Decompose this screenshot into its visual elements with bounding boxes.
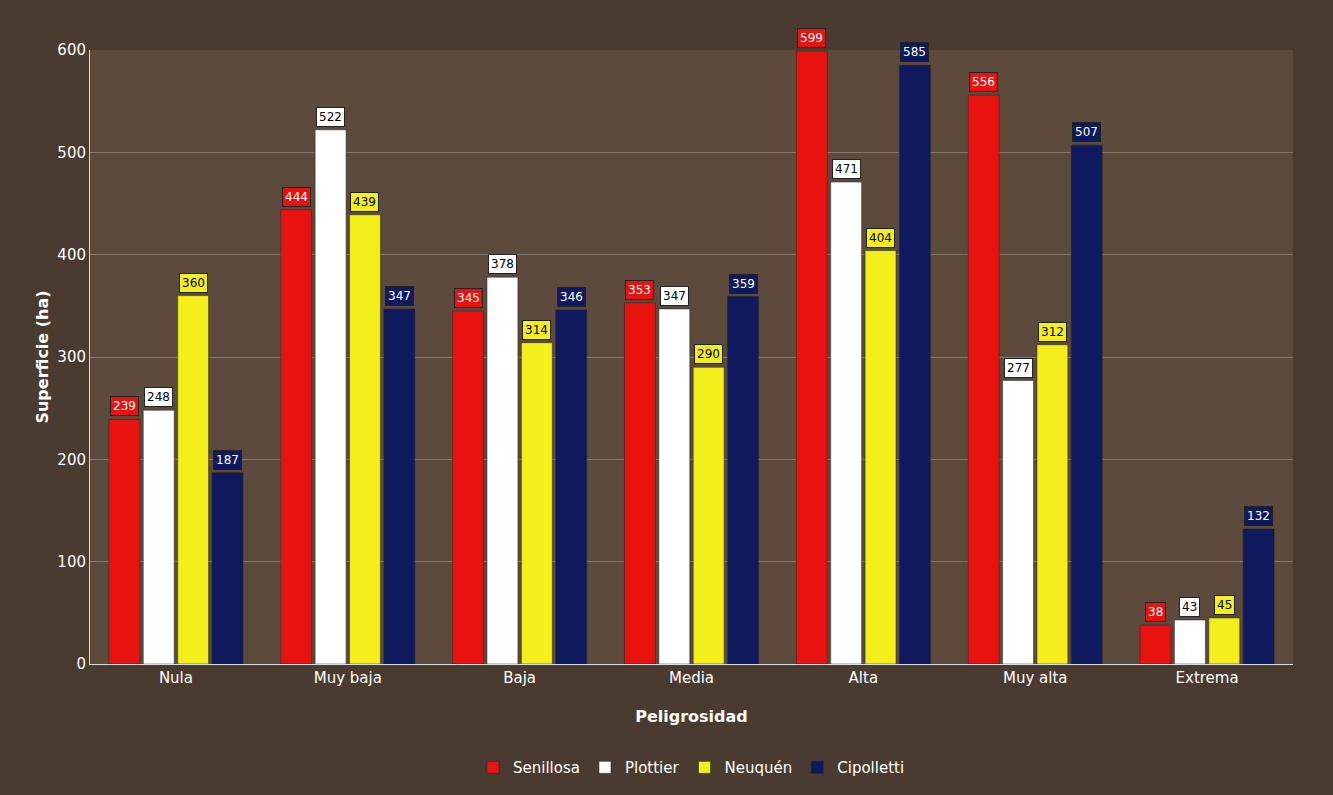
svg-text:0: 0 [76,655,86,673]
svg-text:585: 585 [903,45,926,59]
svg-text:360: 360 [182,276,205,290]
svg-text:Media: Media [669,669,714,687]
svg-text:404: 404 [869,231,892,245]
svg-text:345: 345 [457,291,480,305]
svg-text:290: 290 [697,347,720,361]
svg-text:314: 314 [525,323,548,337]
svg-text:Baja: Baja [503,669,536,687]
svg-text:556: 556 [972,75,995,89]
svg-text:500: 500 [57,144,86,162]
svg-text:Muy alta: Muy alta [1003,669,1068,687]
svg-text:347: 347 [388,289,411,303]
svg-text:43: 43 [1182,600,1197,614]
svg-text:38: 38 [1148,605,1163,619]
svg-text:439: 439 [353,195,376,209]
svg-text:200: 200 [57,451,86,469]
svg-text:312: 312 [1041,325,1064,339]
svg-text:Nula: Nula [159,669,193,687]
svg-text:Extrema: Extrema [1176,669,1239,687]
svg-text:Senillosa: Senillosa [513,759,580,777]
svg-text:471: 471 [835,162,858,176]
svg-text:Peligrosidad: Peligrosidad [635,707,748,726]
svg-text:187: 187 [216,453,239,467]
svg-text:507: 507 [1075,125,1098,139]
svg-text:522: 522 [319,110,342,124]
svg-text:277: 277 [1007,361,1030,375]
svg-text:Superficie (ha): Superficie (ha) [33,290,52,423]
svg-text:300: 300 [57,348,86,366]
svg-text:Alta: Alta [849,669,879,687]
svg-text:248: 248 [147,390,170,404]
svg-text:132: 132 [1247,509,1270,523]
svg-text:599: 599 [800,31,823,45]
svg-text:378: 378 [491,257,514,271]
svg-text:45: 45 [1217,598,1232,612]
svg-text:600: 600 [57,41,86,59]
svg-text:359: 359 [732,277,755,291]
svg-text:353: 353 [628,283,651,297]
svg-text:Plottier: Plottier [625,759,680,777]
svg-text:346: 346 [560,290,583,304]
svg-text:Cipolletti: Cipolletti [837,759,904,777]
svg-text:400: 400 [57,246,86,264]
svg-text:347: 347 [663,289,686,303]
svg-text:239: 239 [113,399,136,413]
svg-text:100: 100 [57,553,86,571]
svg-text:Muy baja: Muy baja [314,669,382,687]
svg-text:444: 444 [285,190,308,204]
svg-text:Neuquén: Neuquén [725,759,793,777]
